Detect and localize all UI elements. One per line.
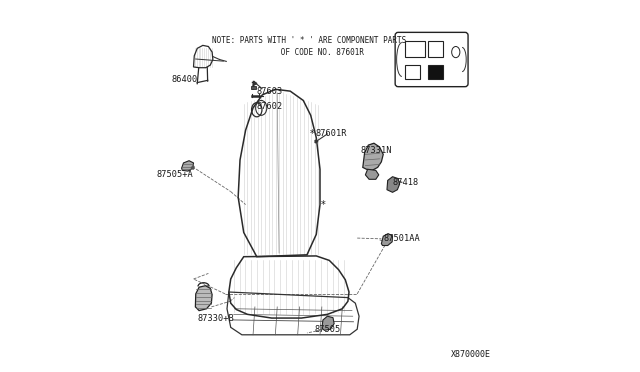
Bar — [251, 86, 255, 89]
Text: 87505: 87505 — [314, 325, 340, 334]
Text: NOTE: PARTS WITH ' * ' ARE COMPONENT PARTS
      OF CODE NO. 87601R: NOTE: PARTS WITH ' * ' ARE COMPONENT PAR… — [212, 36, 406, 57]
Text: 87501AA: 87501AA — [383, 234, 420, 243]
Text: 87330+B: 87330+B — [198, 314, 234, 323]
Text: 87331N: 87331N — [360, 146, 392, 155]
Text: 87418: 87418 — [392, 178, 419, 187]
Polygon shape — [195, 286, 212, 311]
Polygon shape — [363, 143, 383, 170]
Bar — [428, 41, 443, 57]
Polygon shape — [322, 316, 334, 330]
Polygon shape — [387, 177, 399, 192]
Text: *: * — [310, 129, 315, 139]
Text: 86400: 86400 — [171, 76, 197, 84]
Text: 87603: 87603 — [257, 87, 283, 96]
Bar — [405, 41, 425, 57]
Bar — [405, 65, 420, 79]
Text: 87602: 87602 — [257, 102, 283, 110]
Text: *: * — [321, 200, 325, 209]
Text: 87601R: 87601R — [316, 129, 347, 138]
Text: X870000E: X870000E — [451, 350, 491, 359]
Polygon shape — [182, 161, 193, 171]
Polygon shape — [381, 234, 392, 246]
Polygon shape — [365, 169, 379, 179]
Bar — [428, 65, 443, 79]
Text: 87505+A: 87505+A — [157, 170, 193, 179]
